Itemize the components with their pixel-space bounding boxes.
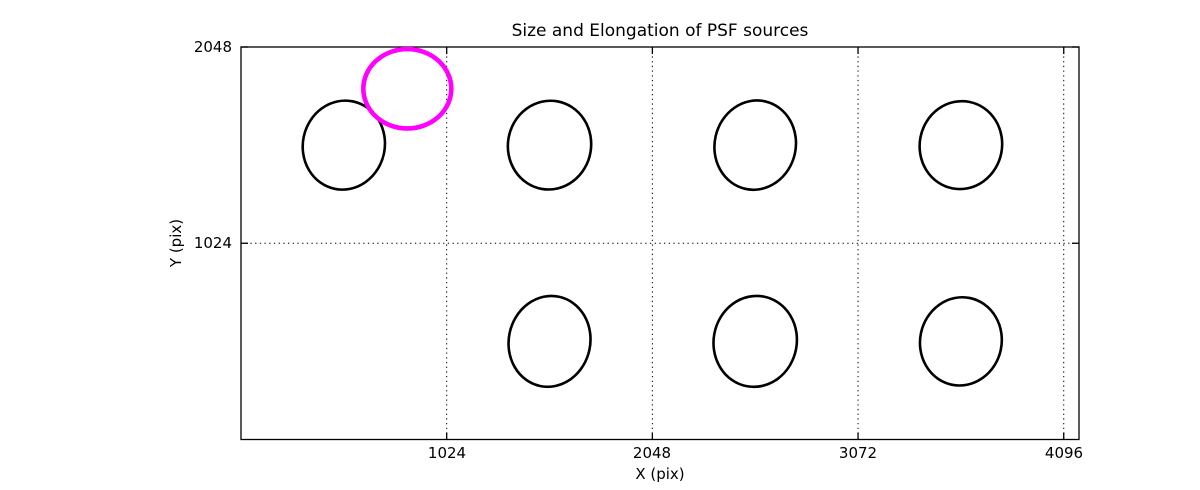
x-tick-label-4096: 4096 <box>1044 444 1084 462</box>
x-axis-label: X (pix) <box>635 465 685 483</box>
y-tick-label-1024: 1024 <box>193 234 232 252</box>
flagged-psf-ellipse <box>361 46 454 131</box>
psf-ellipse-4 <box>918 99 1004 191</box>
psf-ellipse-5 <box>507 294 592 389</box>
axes-frame <box>240 46 1080 441</box>
psf-ellipse-6 <box>712 294 799 389</box>
x-tick-label-2048: 2048 <box>632 444 672 462</box>
x-tick-label-1024: 1024 <box>427 444 467 462</box>
psf-ellipse-7 <box>918 295 1004 387</box>
psf-ellipse-3 <box>713 99 798 192</box>
psf-ellipse-1 <box>301 99 387 191</box>
chart-title: Size and Elongation of PSF sources <box>511 21 809 41</box>
x-tick-label-3072: 3072 <box>838 444 878 462</box>
y-tick-label-2048: 2048 <box>193 38 232 56</box>
psf-ellipse-2 <box>506 99 593 191</box>
